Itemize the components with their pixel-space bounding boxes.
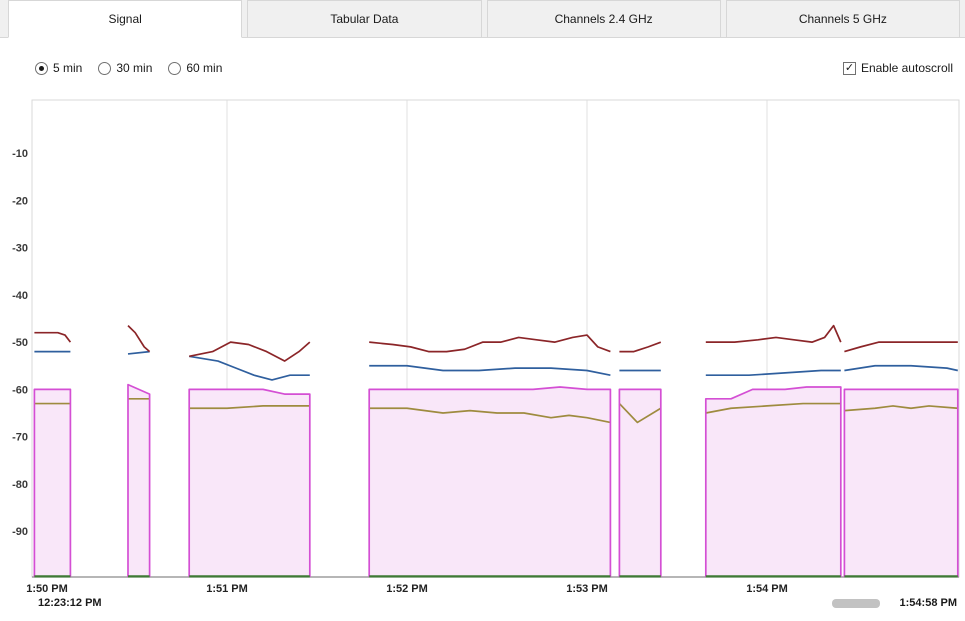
radio-30min-icon [98,61,112,75]
svg-text:1:52 PM: 1:52 PM [386,583,428,595]
tab-tabular-data-label: Tabular Data [330,12,399,26]
tab-bar: Signal Tabular Data Channels 2.4 GHz Cha… [0,0,965,38]
tab-tabular-data[interactable]: Tabular Data [247,0,482,38]
checkbox-icon: ✓ [842,61,856,75]
svg-text:-50: -50 [12,337,28,349]
svg-text:-30: -30 [12,243,28,255]
svg-text:1:50 PM: 1:50 PM [26,583,68,595]
svg-text:-80: -80 [12,479,28,491]
tab-signal[interactable]: Signal [8,0,243,38]
svg-text:1:54 PM: 1:54 PM [746,583,788,595]
time-range-radio-group: 5 min 30 min 60 min [35,61,222,75]
tab-channels-5ghz-label: Channels 5 GHz [798,12,887,26]
radio-60min-icon [168,61,182,75]
svg-text:-70: -70 [12,432,28,444]
enable-autoscroll-label: Enable autoscroll [860,61,953,75]
svg-text:-60: -60 [12,384,28,396]
radio-5min-label: 5 min [53,61,83,75]
enable-autoscroll-checkbox[interactable]: ✓ Enable autoscroll [842,61,953,75]
tab-channels-5ghz[interactable]: Channels 5 GHz [725,0,960,38]
svg-text:-20: -20 [12,195,28,207]
history-end-time: 1:54:58 PM [899,597,957,609]
radio-30min-label: 30 min [116,61,153,75]
radio-5min-icon [35,61,48,75]
tab-channels-24ghz[interactable]: Channels 2.4 GHz [486,0,721,38]
svg-text:1:53 PM: 1:53 PM [566,583,608,595]
tab-channels-24ghz-label: Channels 2.4 GHz [554,12,653,26]
history-start-time: 12:23:12 PM [38,597,102,609]
horizontal-scrollbar-thumb[interactable] [832,599,880,608]
svg-text:-90: -90 [12,526,28,538]
chart-controls: 5 min 30 min 60 min ✓ Enable autoscroll [0,56,965,84]
svg-text:-10: -10 [12,148,28,160]
radio-30min[interactable]: 30 min [98,61,152,75]
svg-text:-40: -40 [12,290,28,302]
chart-status-bar: 12:23:12 PM 1:54:58 PM [0,594,965,616]
radio-60min[interactable]: 60 min [168,61,222,75]
radio-60min-label: 60 min [186,61,223,75]
radio-5min[interactable]: 5 min [35,61,82,75]
tab-signal-label: Signal [108,12,142,26]
svg-text:1:51 PM: 1:51 PM [206,583,248,595]
